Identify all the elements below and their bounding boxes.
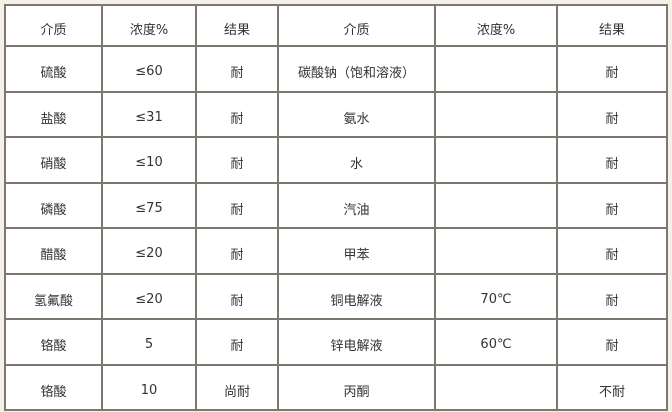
table-cell: 耐 <box>195 181 279 229</box>
table-cell: 耐 <box>556 181 668 229</box>
table-cell: ≤60 <box>101 45 197 93</box>
table-cell: 硫酸 <box>4 45 103 93</box>
table-cell: 耐 <box>556 136 668 184</box>
table-header-row: 介质 浓度% 结果 介质 浓度% 结果 <box>4 4 668 47</box>
table-cell <box>434 136 558 184</box>
table-cell: 盐酸 <box>4 90 103 138</box>
table-row: 盐酸 ≤31 耐氨水耐 <box>4 90 668 138</box>
table-cell: 耐 <box>195 272 279 320</box>
header-cell: 浓度% <box>101 4 197 47</box>
table-cell: 不耐 <box>556 363 668 411</box>
table-cell: ≤20 <box>101 227 197 275</box>
header-cell: 介质 <box>277 4 436 47</box>
table-row: 铬酸 5 耐锌电解液 60℃ 耐 <box>4 318 668 366</box>
table-cell: 70℃ <box>434 272 558 320</box>
table-cell <box>434 90 558 138</box>
table-cell: 耐 <box>556 45 668 93</box>
table-cell: 碳酸钠（饱和溶液） <box>277 45 436 93</box>
table-cell: ≤10 <box>101 136 197 184</box>
table-cell: 尚耐 <box>195 363 279 411</box>
table-cell: 铬酸 <box>4 318 103 366</box>
table-cell: 水 <box>277 136 436 184</box>
table-cell <box>434 181 558 229</box>
table-cell: 10 <box>101 363 197 411</box>
table-cell: 醋酸 <box>4 227 103 275</box>
table-cell: 铬酸 <box>4 363 103 411</box>
table-cell: ≤20 <box>101 272 197 320</box>
table-cell: 耐 <box>556 318 668 366</box>
table-cell: 耐 <box>195 90 279 138</box>
table-cell: 耐 <box>195 45 279 93</box>
table-cell: 汽油 <box>277 181 436 229</box>
chemical-resistance-table: 介质 浓度% 结果 介质 浓度% 结果 硫酸 ≤60 耐碳酸钠（饱和溶液）耐盐酸 ≤3… <box>4 4 668 411</box>
table-cell: 氨水 <box>277 90 436 138</box>
table-cell: 氢氟酸 <box>4 272 103 320</box>
table-cell: 60℃ <box>434 318 558 366</box>
table-cell: 耐 <box>556 227 668 275</box>
table-row: 氢氟酸 ≤20 耐铜电解液 70℃ 耐 <box>4 272 668 320</box>
table-cell: 耐 <box>195 227 279 275</box>
table-cell: 硝酸 <box>4 136 103 184</box>
table-cell: 耐 <box>195 136 279 184</box>
table-cell: 铜电解液 <box>277 272 436 320</box>
header-cell: 浓度% <box>434 4 558 47</box>
table-cell: ≤75 <box>101 181 197 229</box>
table-cell: 丙酮 <box>277 363 436 411</box>
table-cell <box>434 227 558 275</box>
table-cell: ≤31 <box>101 90 197 138</box>
header-cell: 结果 <box>556 4 668 47</box>
table-cell: 耐 <box>556 90 668 138</box>
table-row: 铬酸 10 尚耐 丙酮 不耐 <box>4 363 668 411</box>
header-cell: 介质 <box>4 4 103 47</box>
table-cell <box>434 45 558 93</box>
table-row: 硫酸 ≤60 耐碳酸钠（饱和溶液）耐 <box>4 45 668 93</box>
table-cell: 5 <box>101 318 197 366</box>
table-cell: 耐 <box>195 318 279 366</box>
table-row: 醋酸 ≤20 耐甲苯耐 <box>4 227 668 275</box>
table-cell <box>434 363 558 411</box>
table-row: 磷酸 ≤75 耐汽油耐 <box>4 181 668 229</box>
table-row: 硝酸 ≤10 耐水耐 <box>4 136 668 184</box>
table-cell: 耐 <box>556 272 668 320</box>
table-cell: 锌电解液 <box>277 318 436 366</box>
header-cell: 结果 <box>195 4 279 47</box>
table-cell: 甲苯 <box>277 227 436 275</box>
table-cell: 磷酸 <box>4 181 103 229</box>
